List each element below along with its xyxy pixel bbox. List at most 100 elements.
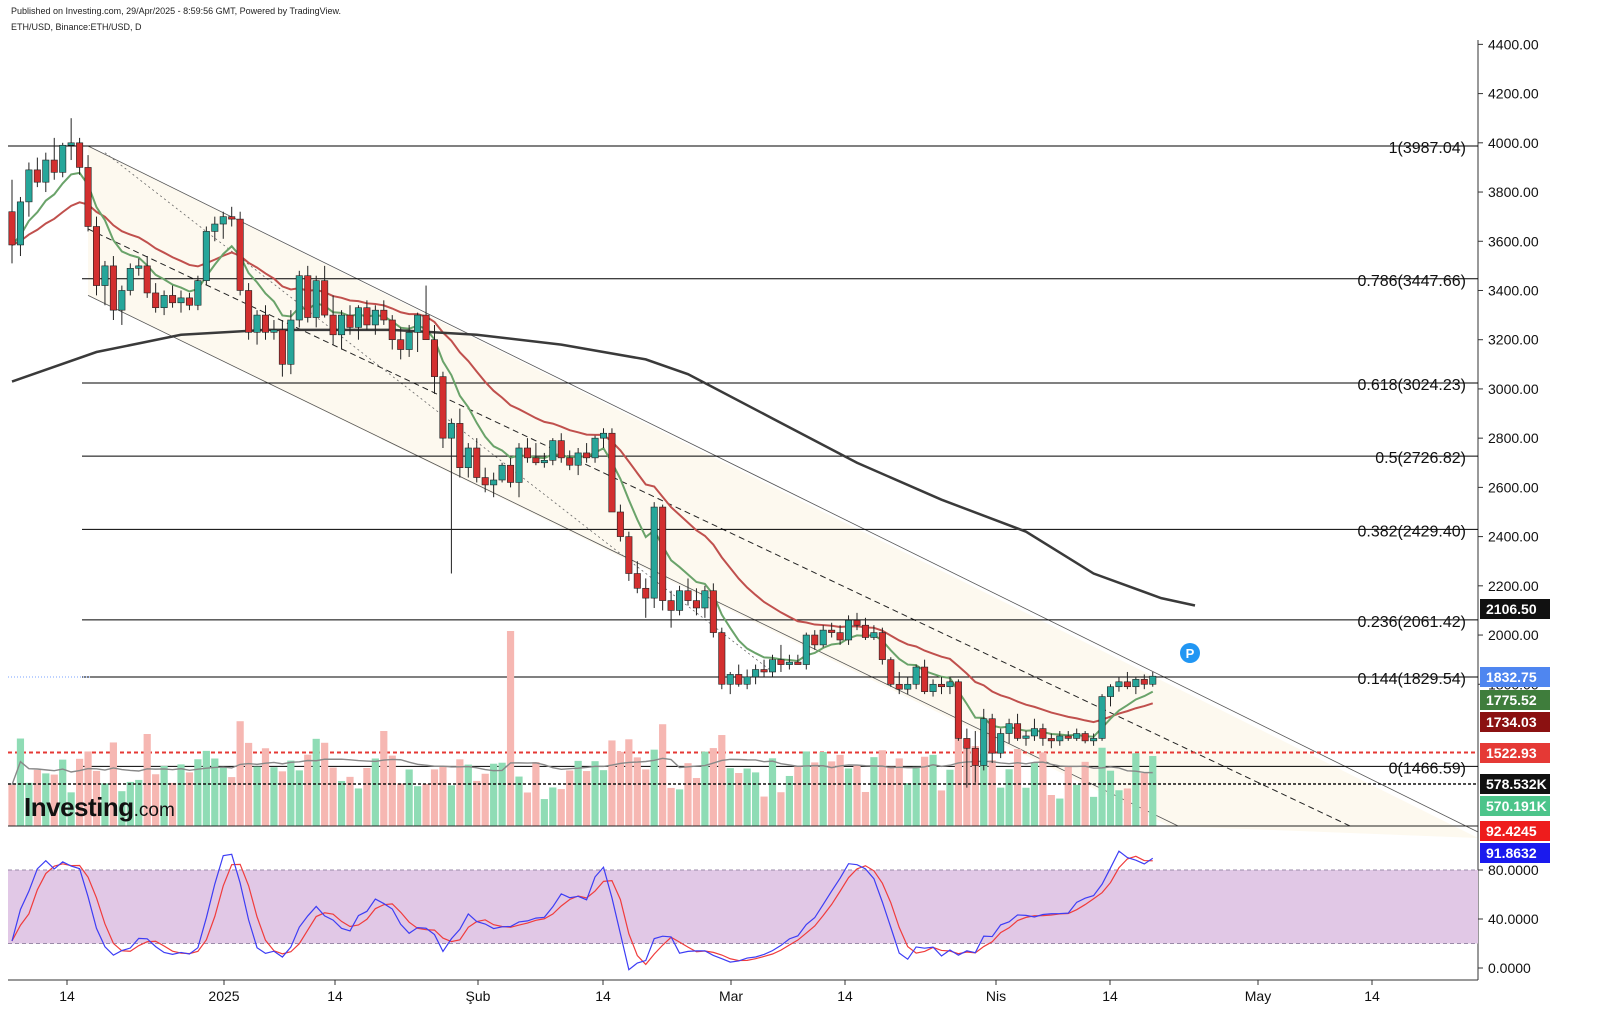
volume-bar bbox=[895, 758, 903, 826]
volume-bar bbox=[481, 773, 489, 826]
candle-body bbox=[33, 169, 41, 183]
candle-body bbox=[490, 479, 498, 486]
volume-bar bbox=[295, 770, 303, 826]
candle-body bbox=[59, 144, 67, 173]
candle-body bbox=[388, 319, 396, 341]
pivot-marker: P bbox=[1180, 643, 1200, 663]
volume-bar bbox=[557, 789, 565, 826]
price-tick-label: 3400.00 bbox=[1488, 282, 1539, 298]
candle-body bbox=[287, 319, 295, 365]
candle-body bbox=[811, 634, 819, 646]
candle-body bbox=[1098, 696, 1106, 739]
candle-body bbox=[802, 634, 810, 665]
volume-bar bbox=[726, 768, 734, 826]
candle-body bbox=[549, 440, 557, 461]
volume-bar bbox=[430, 769, 439, 826]
volume-tag-bg bbox=[1480, 796, 1550, 816]
candle-body bbox=[1064, 735, 1072, 739]
volume-bar bbox=[878, 750, 886, 826]
price-tags: 2106.50 1832.75 1775.52 1734.03 1522.93 578.5… bbox=[1480, 599, 1550, 816]
candle-body bbox=[338, 314, 346, 336]
investing-logo: Investing.com bbox=[24, 792, 175, 822]
volume-bar bbox=[1123, 788, 1131, 826]
volume-bar bbox=[785, 775, 793, 826]
price-tick-label: 3800.00 bbox=[1488, 184, 1539, 200]
volume-bar bbox=[540, 799, 548, 826]
candle-body bbox=[270, 329, 278, 333]
candle-body bbox=[481, 477, 489, 486]
candle-body bbox=[735, 674, 743, 685]
volume-bar bbox=[937, 790, 946, 826]
volume-bar bbox=[768, 758, 777, 826]
candle-body bbox=[422, 314, 430, 341]
volume-bar bbox=[667, 787, 675, 826]
volume-bar bbox=[354, 788, 363, 826]
candle-body bbox=[456, 423, 464, 468]
volume-bar bbox=[447, 785, 455, 826]
price-tag-bg bbox=[1480, 667, 1550, 687]
volume-bar bbox=[388, 755, 396, 826]
candle-body bbox=[557, 440, 565, 459]
volume-bar bbox=[380, 731, 388, 826]
volume-bar bbox=[1098, 747, 1106, 826]
volume-bar bbox=[870, 757, 878, 826]
time-tick-label: 2025 bbox=[208, 988, 239, 1004]
volume-bar bbox=[1090, 796, 1098, 826]
stoch-band bbox=[8, 870, 1478, 944]
candle-body bbox=[1022, 735, 1030, 739]
pivot-label: P bbox=[1186, 646, 1195, 661]
volume-bar bbox=[1115, 790, 1123, 826]
volume-bar bbox=[177, 764, 185, 826]
volume-tag-bg bbox=[1480, 774, 1550, 794]
stoch-tag: 91.8632 bbox=[1486, 845, 1537, 861]
candle-body bbox=[245, 290, 253, 333]
candle-body bbox=[439, 376, 447, 439]
candle-body bbox=[1039, 728, 1047, 739]
volume-bar bbox=[811, 762, 819, 826]
volume-bar bbox=[16, 738, 25, 826]
volume-bar bbox=[802, 751, 810, 826]
fib-label: 0(1466.59) bbox=[1389, 760, 1466, 777]
candle-body bbox=[321, 280, 329, 316]
candle-body bbox=[228, 216, 236, 220]
candle-body bbox=[861, 624, 869, 638]
candle-body bbox=[853, 619, 861, 626]
candle-body bbox=[845, 619, 853, 641]
candle-body bbox=[921, 666, 929, 692]
volume-bar bbox=[329, 767, 337, 826]
volume-bar bbox=[1064, 766, 1072, 826]
volume-bar bbox=[363, 767, 371, 826]
volume-bar bbox=[304, 754, 312, 826]
candle-body bbox=[752, 669, 760, 678]
candle-body bbox=[946, 681, 954, 688]
candle-body bbox=[8, 211, 16, 246]
price-tag: 1832.75 bbox=[1486, 669, 1537, 685]
price-tick-label: 3200.00 bbox=[1488, 332, 1539, 348]
candle-body bbox=[76, 142, 84, 168]
volume-bar bbox=[608, 740, 616, 826]
volume-bar bbox=[228, 777, 236, 826]
price-tick-label: 2400.00 bbox=[1488, 529, 1539, 545]
volume-bar bbox=[980, 753, 988, 826]
volume-bar bbox=[84, 751, 92, 826]
candle-body bbox=[768, 659, 776, 673]
volume-bar bbox=[337, 780, 346, 826]
candle-body bbox=[836, 632, 844, 641]
volume-bar bbox=[202, 750, 210, 826]
candle-body bbox=[160, 295, 168, 309]
candle-body bbox=[143, 265, 151, 294]
candle-body bbox=[819, 629, 827, 646]
volume-bar bbox=[473, 780, 481, 826]
volume-bar bbox=[253, 766, 261, 826]
candle-body bbox=[684, 590, 692, 601]
volume-bar bbox=[988, 760, 996, 826]
candle-body bbox=[937, 683, 945, 688]
volume-tag: 578.532K bbox=[1486, 776, 1547, 792]
price-tick-label: 3000.00 bbox=[1488, 381, 1539, 397]
candle-body bbox=[177, 297, 185, 304]
volume-bar bbox=[1073, 784, 1081, 826]
candle-body bbox=[169, 295, 177, 304]
candle-body bbox=[397, 339, 405, 350]
candle-body bbox=[93, 226, 101, 286]
